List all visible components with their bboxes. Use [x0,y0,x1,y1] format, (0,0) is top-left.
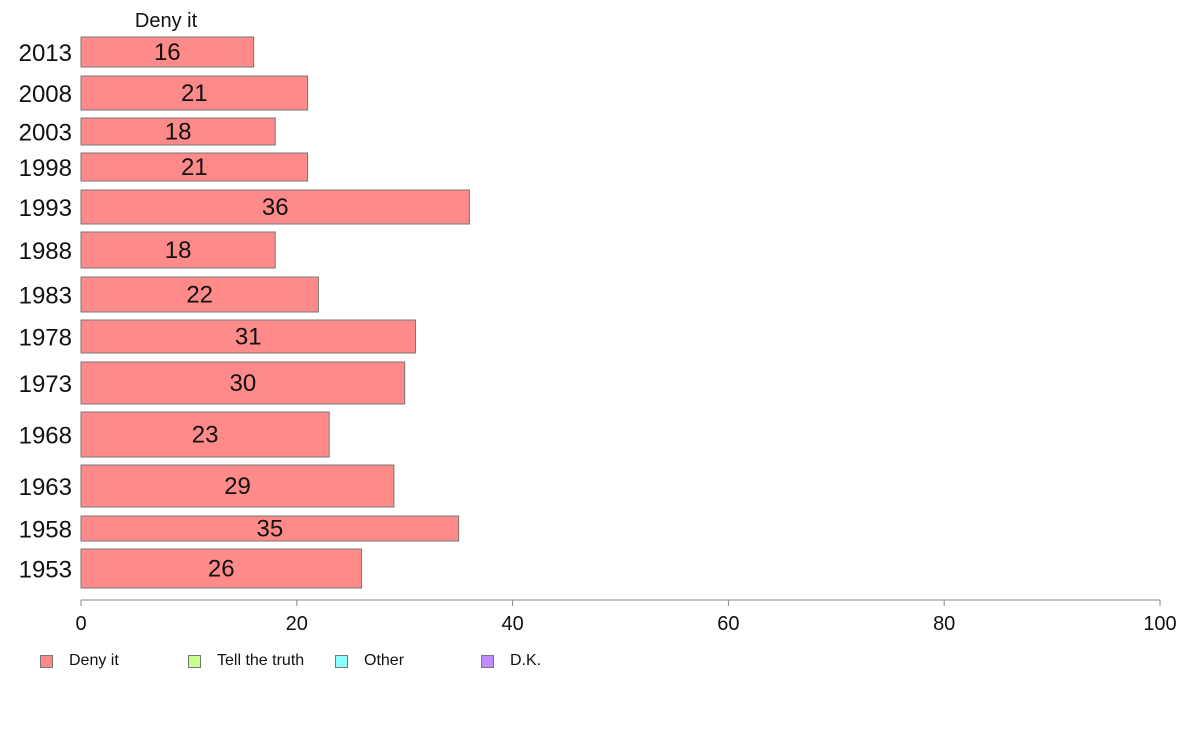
bar-2013 [80,36,255,68]
bar-value-label: 21 [181,80,208,107]
legend-label: Other [364,652,405,669]
bar-value-label: 26 [208,556,235,583]
bar-1953 [80,548,363,589]
y-tick-label: 1963 [19,474,72,501]
legend-swatch-deny-it [40,654,53,668]
x-tick-label: 60 [717,613,739,635]
y-tick-label: 1993 [19,195,72,222]
y-tick-label: 1988 [19,238,72,265]
bar-value-label: 31 [235,324,262,351]
bar-1963 [80,464,395,508]
legend-item-other: Other [335,652,404,670]
bar-value-label: 36 [262,194,289,221]
legend-label: D.K. [510,652,542,669]
y-tick-label: 1968 [19,423,72,450]
legend-swatch-dk [481,654,494,668]
legend-swatch-tell-the-truth [188,654,201,668]
y-tick-label: 2003 [19,120,72,147]
x-tick-label: 80 [933,613,955,635]
bar-value-label: 30 [229,370,256,397]
bar-2003 [80,117,276,146]
y-tick-label: 2008 [19,81,72,108]
bar-1998 [80,152,309,182]
panel-title: Deny it [135,10,198,32]
bar-2008 [80,75,309,111]
bar-1973 [80,361,406,405]
y-tick-label: 2013 [19,40,72,67]
y-tick-label: 1998 [19,155,72,182]
legend-item-dk: D.K. [481,652,541,670]
bar-value-label: 29 [224,473,251,500]
legend-item-tell-the-truth: Tell the truth [188,652,304,670]
bar-value-label: 16 [154,39,181,66]
legend-item-deny-it: Deny it [40,652,119,670]
bar-1978 [80,319,416,354]
legend-swatch-other [335,654,348,668]
x-axis: 0 20 40 60 80 100 [75,599,1177,635]
bar-1958 [80,515,460,542]
bar-value-label: 35 [256,516,283,543]
x-tick-label: 20 [286,613,308,635]
y-tick-label: 1978 [19,325,72,352]
bar-1993 [80,189,470,225]
bar-1983 [80,276,319,313]
bar-1968 [80,411,330,458]
x-tick-label: 40 [501,613,523,635]
y-tick-label: 1953 [19,557,72,584]
bar-value-label: 23 [192,422,219,449]
legend-label: Deny it [69,652,119,669]
bar-1988 [80,231,276,269]
y-labels-group: 2013 2008 2003 1998 1993 1988 1983 1978 1973 1968… [19,40,72,584]
x-tick-label: 0 [75,613,86,635]
y-tick-label: 1983 [19,283,72,310]
x-tick-label: 100 [1143,613,1176,635]
bar-value-label: 21 [181,154,208,181]
bar-value-label: 18 [165,119,192,146]
y-tick-label: 1958 [19,517,72,544]
bar-value-label: 18 [165,237,192,264]
y-tick-label: 1973 [19,371,72,398]
legend-label: Tell the truth [217,652,305,669]
bar-value-label: 22 [186,282,213,309]
